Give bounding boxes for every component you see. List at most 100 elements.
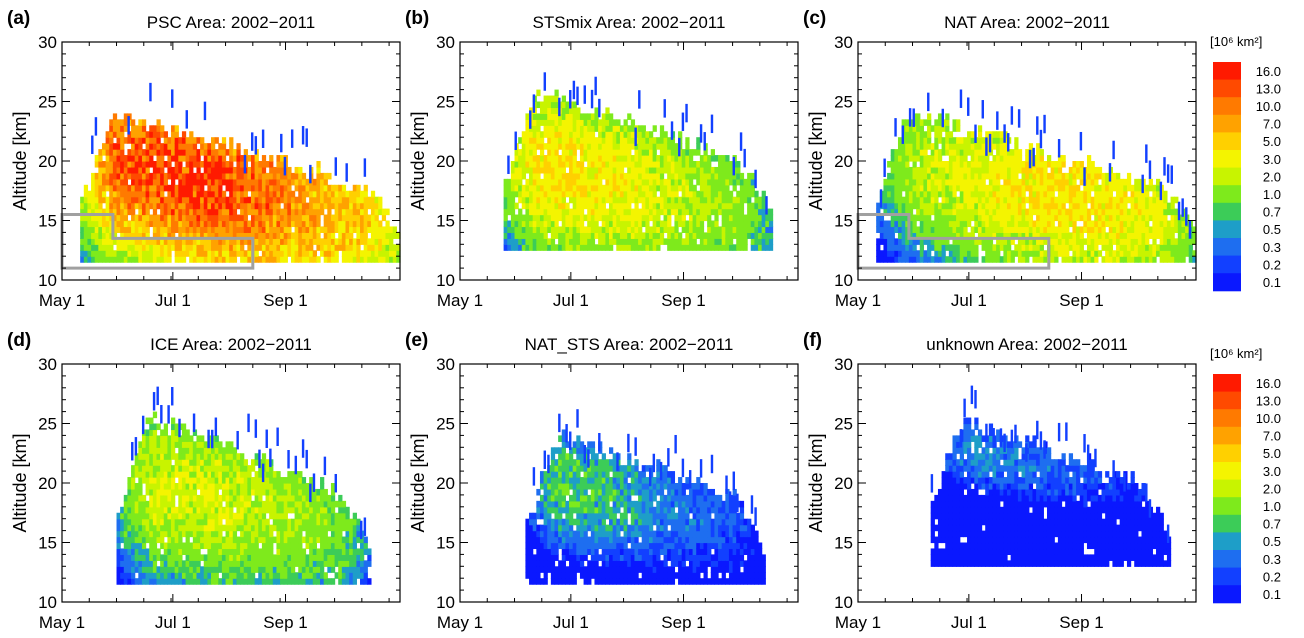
heatmap-cell	[1050, 166, 1055, 174]
heatmap-cell	[656, 220, 661, 228]
heatmap-cell	[1039, 196, 1044, 204]
heatmap-cell	[963, 220, 968, 228]
heatmap-cell	[171, 214, 176, 222]
heatmap-cell	[963, 172, 968, 180]
heatmap-cell	[648, 232, 654, 239]
heatmap-cell	[525, 214, 530, 222]
heatmap-cell	[131, 518, 136, 526]
heatmap-cell	[320, 196, 325, 204]
heatmap-cell	[912, 190, 917, 198]
heatmap-cell	[663, 220, 668, 228]
heatmap-cell	[641, 238, 646, 245]
heatmap-cell	[1076, 232, 1081, 239]
heatmap-cell	[905, 137, 910, 144]
heatmap-cell	[1046, 232, 1052, 239]
heatmap-cell	[919, 232, 925, 239]
heatmap-cell	[561, 149, 566, 156]
heatmap-cell	[290, 244, 296, 251]
heatmap-cell	[131, 178, 136, 186]
heatmap-cell	[645, 226, 650, 233]
heatmap-cell	[894, 256, 899, 263]
heatmap-cell	[345, 256, 350, 263]
heatmap-cell	[1032, 226, 1037, 233]
heatmap-cell	[247, 226, 252, 233]
heatmap-cell	[112, 178, 118, 186]
heatmap-cell	[1061, 238, 1066, 245]
heatmap-cell	[598, 184, 603, 192]
heatmap-cell	[269, 232, 274, 239]
heatmap-cell	[149, 82, 152, 102]
heatmap-cell	[174, 184, 179, 192]
heatmap-cell	[1108, 226, 1113, 233]
heatmap-cell	[721, 155, 726, 162]
heatmap-cell	[1003, 161, 1008, 168]
heatmap-cell	[927, 137, 932, 144]
heatmap-cell	[385, 208, 390, 216]
heatmap-cell	[510, 232, 516, 239]
heatmap-cell	[305, 214, 310, 222]
heatmap-cell	[1105, 172, 1110, 180]
heatmap-cell	[87, 226, 92, 233]
heatmap-cell	[999, 232, 1004, 239]
heatmap-cell	[554, 161, 559, 168]
heatmap-cell	[156, 506, 161, 514]
heatmap-cell	[758, 202, 763, 210]
heatmap-cell	[134, 524, 139, 532]
heatmap-cell	[272, 238, 278, 245]
heatmap-cell	[243, 226, 248, 233]
heatmap-cell	[149, 459, 154, 466]
heatmap-cell	[171, 143, 176, 150]
heatmap-cell	[927, 125, 932, 132]
heatmap-cell	[1028, 149, 1032, 169]
heatmap-cell	[638, 190, 643, 198]
heatmap-cell	[91, 238, 96, 245]
heatmap-cell	[207, 244, 212, 251]
heatmap-cell	[985, 196, 990, 204]
heatmap-cell	[967, 256, 972, 263]
heatmap-cell	[149, 483, 154, 490]
heatmap-cell	[714, 238, 719, 245]
heatmap-cell	[334, 244, 339, 251]
heatmap-cell	[305, 256, 310, 263]
heatmap-cell	[221, 190, 227, 198]
heatmap-cell	[211, 250, 216, 257]
heatmap-cell	[374, 250, 379, 257]
heatmap-cell	[739, 132, 743, 151]
heatmap-cell	[98, 190, 103, 198]
heatmap-cell	[908, 256, 914, 263]
heatmap-cell	[634, 214, 639, 222]
heatmap-cell	[360, 208, 365, 216]
heatmap-cell	[572, 202, 577, 210]
heatmap-cell	[696, 178, 701, 186]
heatmap-cell	[352, 220, 357, 228]
heatmap-cell	[181, 166, 187, 174]
heatmap-cell	[967, 184, 972, 192]
heatmap-cell	[178, 244, 183, 251]
heatmap-cell	[109, 155, 114, 162]
heatmap-cell	[967, 232, 972, 239]
heatmap-cell	[1163, 208, 1168, 216]
heatmap-cell	[378, 226, 383, 233]
heatmap-cell	[261, 202, 267, 210]
heatmap-cell	[185, 161, 190, 168]
heatmap-cell	[667, 190, 672, 198]
heatmap-cell	[941, 143, 946, 150]
heatmap-cell	[1017, 226, 1023, 233]
heatmap-cell	[134, 143, 139, 150]
heatmap-cell	[298, 250, 303, 257]
heatmap-cell	[1057, 166, 1063, 174]
heatmap-cell	[131, 442, 134, 461]
heatmap-cell	[688, 155, 694, 162]
heatmap-cell	[754, 232, 759, 239]
heatmap-cell	[149, 477, 154, 484]
heatmap-cell	[576, 161, 581, 168]
heatmap-cell	[601, 232, 606, 239]
heatmap-cell	[619, 232, 625, 239]
heatmap-cell	[141, 518, 147, 526]
heatmap-cell	[1101, 244, 1106, 251]
heatmap-cell	[1079, 190, 1084, 198]
heatmap-cell	[1032, 220, 1037, 228]
heatmap-cell	[963, 238, 968, 245]
heatmap-cell	[309, 250, 314, 257]
